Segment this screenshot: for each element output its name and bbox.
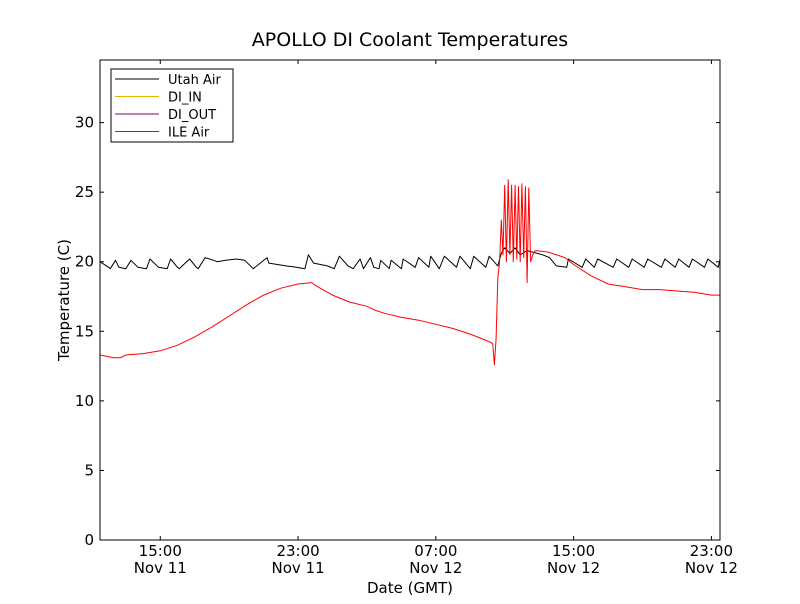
- x-tick-time-label: 23:00: [276, 542, 319, 560]
- x-tick-date-label: Nov 12: [409, 559, 462, 577]
- legend-label-ile-air: ILE Air: [168, 126, 210, 141]
- x-tick-date-label: Nov 12: [547, 559, 600, 577]
- y-tick-label: 20: [75, 253, 94, 271]
- y-tick-label: 25: [75, 183, 94, 201]
- series-line-ile-air: [99, 179, 720, 366]
- y-tick-label: 30: [75, 114, 94, 132]
- plot-frame: [99, 59, 721, 541]
- x-tick-date-label: Nov 12: [685, 559, 738, 577]
- series-line-utah-air: [99, 247, 721, 270]
- x-tick-time-label: 23:00: [690, 542, 733, 560]
- x-tick-time-label: 15:00: [552, 542, 595, 560]
- y-tick-label: 10: [75, 392, 94, 410]
- x-axis-label: Date (GMT): [367, 579, 453, 597]
- x-tick-date-label: Nov 11: [271, 559, 324, 577]
- y-tick-label: 15: [75, 322, 94, 340]
- chart-title: APOLLO DI Coolant Temperatures: [252, 29, 568, 51]
- y-tick-label: 0: [84, 531, 94, 549]
- y-ticks: 0 5 10 15 20 25 30: [75, 114, 720, 549]
- y-axis-label: Temperature (C): [55, 239, 73, 362]
- legend-label-utah-air: Utah Air: [168, 73, 221, 88]
- legend: Utah Air DI_IN DI_OUT ILE Air: [110, 68, 234, 143]
- x-tick-time-label: 07:00: [414, 542, 457, 560]
- series-group: [99, 179, 721, 366]
- legend-box: [110, 68, 234, 143]
- x-tick-time-label: 15:00: [139, 542, 182, 560]
- legend-label-di-out: DI_OUT: [168, 108, 216, 123]
- y-tick-label: 5: [84, 461, 94, 479]
- legend-label-di-in: DI_IN: [168, 91, 202, 106]
- x-tick-date-label: Nov 11: [134, 559, 187, 577]
